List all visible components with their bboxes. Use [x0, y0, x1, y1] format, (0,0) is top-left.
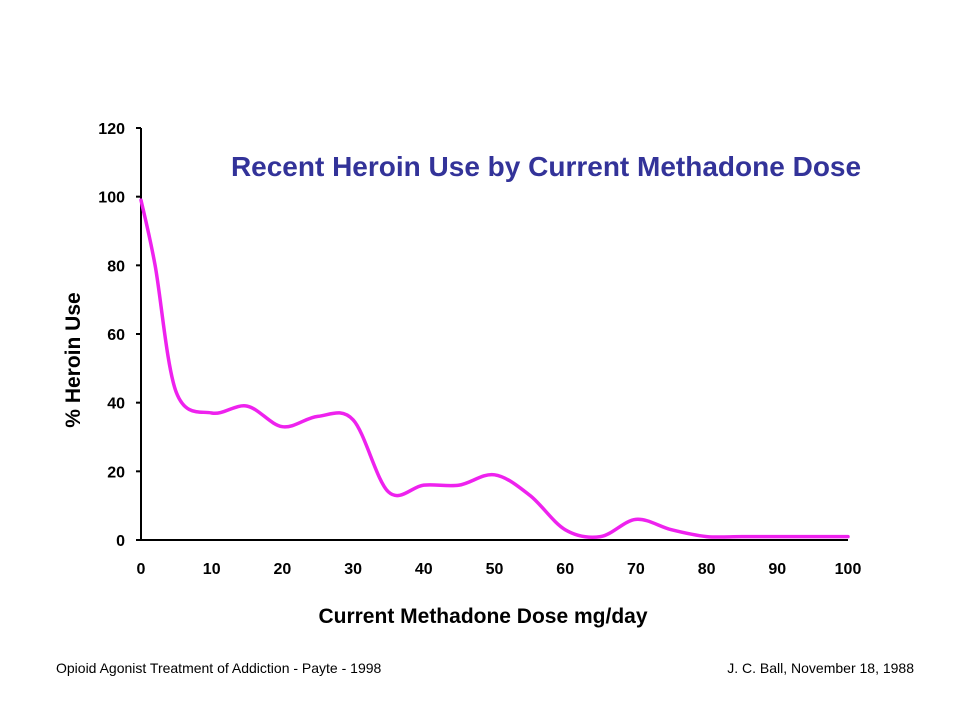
x-tick-label: 20 — [274, 561, 292, 578]
series-line — [139, 198, 850, 539]
x-tick-label: 80 — [698, 561, 716, 578]
y-axis: 0 20 40 60 80 100 120 — [98, 121, 142, 550]
y-tick-label: 0 — [116, 533, 125, 550]
y-tick-label: 120 — [98, 121, 125, 138]
y-tick-label: 60 — [107, 327, 125, 344]
x-tick-label: 100 — [835, 561, 862, 578]
x-tick-label: 0 — [137, 561, 146, 578]
x-tick-label: 70 — [627, 561, 645, 578]
x-tick-label: 40 — [415, 561, 433, 578]
series-layer — [139, 198, 850, 539]
footer-citation: Opioid Agonist Treatment of Addiction - … — [56, 660, 382, 676]
x-tick-label: 90 — [768, 561, 786, 578]
y-axis-title: % Heroin Use — [62, 292, 85, 427]
y-tick-label: 100 — [98, 190, 125, 207]
x-tick-label: 10 — [203, 561, 221, 578]
x-tick-label: 50 — [486, 561, 504, 578]
y-tick-label: 20 — [107, 464, 125, 481]
chart-title: Recent Heroin Use by Current Methadone D… — [231, 151, 861, 182]
footer-source: J. C. Ball, November 18, 1988 — [727, 660, 914, 676]
y-tick-label: 80 — [107, 258, 125, 275]
y-tick-label: 40 — [107, 396, 125, 413]
x-axis: 0 10 20 30 40 50 60 70 80 90 100 — [137, 539, 862, 578]
x-axis-title: Current Methadone Dose mg/day — [318, 605, 647, 628]
x-tick-label: 30 — [344, 561, 362, 578]
x-tick-label: 60 — [556, 561, 574, 578]
